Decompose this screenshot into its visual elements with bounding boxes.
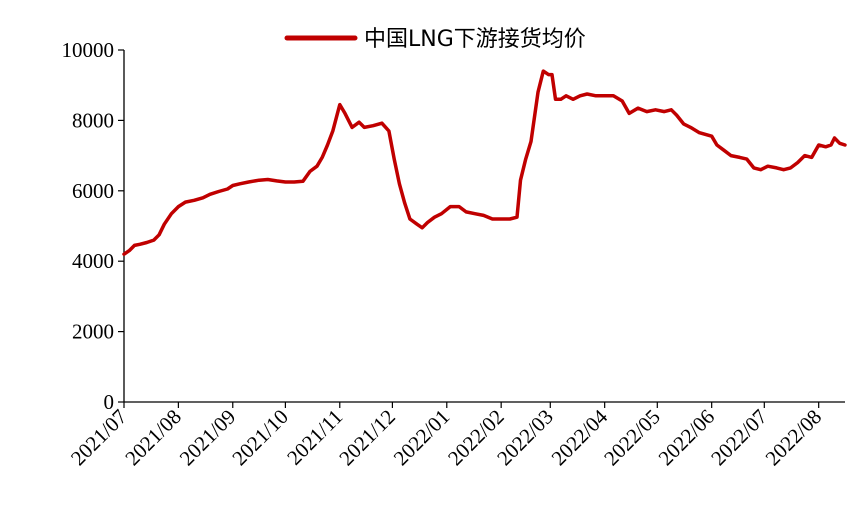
x-tick-label: 2022/08 <box>761 405 827 471</box>
x-tick-label: 2021/10 <box>227 405 293 471</box>
y-tick-label: 0 <box>104 390 115 414</box>
series-group <box>122 69 847 256</box>
x-tick-label: 2021/12 <box>334 405 400 471</box>
y-ticks: 0 2000 4000 6000 8000 10000 <box>62 38 124 414</box>
y-tick-label: 8000 <box>72 108 114 132</box>
y-tick-label: 4000 <box>72 249 114 273</box>
x-tick-label: 2022/03 <box>492 405 558 471</box>
x-tick-label: 2022/04 <box>547 404 613 470</box>
legend-label: 中国LNG下游接货均价 <box>364 27 586 52</box>
y-tick-label: 2000 <box>72 320 114 344</box>
x-tick-label: 2022/05 <box>599 405 665 471</box>
x-tick-label: 2022/06 <box>654 405 720 471</box>
x-tick-label: 2021/09 <box>175 405 241 471</box>
x-tick-label: 2021/07 <box>66 405 132 471</box>
x-tick-label: 2022/01 <box>389 405 455 471</box>
legend: 中国LNG下游接货均价 <box>284 27 586 52</box>
y-tick-label: 10000 <box>62 38 115 62</box>
series-line <box>122 69 847 256</box>
x-ticks: 2021/072021/082021/092021/102021/112021/… <box>66 402 826 470</box>
x-tick-label: 2021/08 <box>120 405 186 471</box>
x-tick-label: 2022/07 <box>706 405 772 471</box>
x-tick-label: 2021/11 <box>282 405 347 470</box>
y-tick-label: 6000 <box>72 179 114 203</box>
